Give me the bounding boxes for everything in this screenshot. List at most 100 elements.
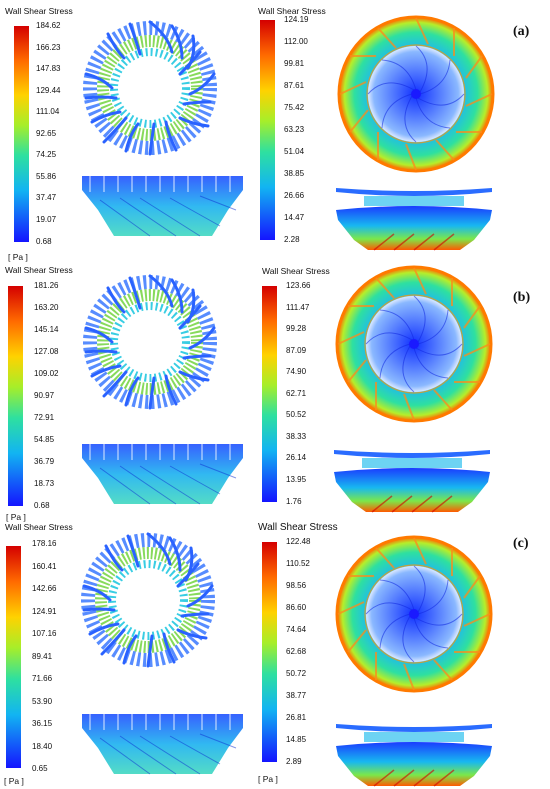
tick-label: 55.86 — [36, 172, 57, 181]
tick-label: 38.85 — [284, 169, 305, 178]
tick-label: 74.64 — [286, 625, 307, 634]
colorbar-left — [14, 26, 29, 242]
tick-label: 0.65 — [32, 764, 48, 773]
tick-label: 63.23 — [284, 125, 305, 134]
tick-label: 50.72 — [286, 669, 307, 678]
tick-label: 26.66 — [284, 191, 305, 200]
tick-label: 38.33 — [286, 432, 307, 441]
tick-label: 54.85 — [34, 435, 55, 444]
tick-label: 38.77 — [286, 691, 307, 700]
colorbar-left — [8, 286, 23, 506]
colorbar-title: Wall Shear Stress — [258, 6, 326, 16]
tick-label: 110.52 — [286, 559, 310, 568]
tick-label: 124.19 — [284, 15, 309, 24]
tick-label: 127.08 — [34, 347, 59, 356]
tick-label: 124.91 — [32, 607, 57, 616]
runner-side-view — [335, 723, 493, 787]
tick-label: 145.14 — [34, 325, 59, 334]
colorbar-title: Wall Shear Stress — [5, 265, 73, 275]
tick-label: 160.41 — [32, 562, 57, 571]
unit-label: [ Pa ] — [258, 774, 278, 784]
runner-side-view — [333, 449, 491, 513]
tick-label: 129.44 — [36, 86, 61, 95]
tick-label: 107.16 — [32, 629, 57, 638]
tick-label: 72.91 — [34, 413, 55, 422]
colorbar-title: Wall Shear Stress — [5, 6, 73, 16]
tick-label: 62.68 — [286, 647, 307, 656]
tick-label: 14.47 — [284, 213, 305, 222]
unit-label: [ Pa ] — [8, 252, 28, 262]
tick-label: 75.42 — [284, 103, 305, 112]
tick-label: 178.16 — [32, 539, 57, 548]
runner-top-view — [335, 535, 493, 693]
tick-label: 0.68 — [36, 237, 52, 246]
tick-label: 86.60 — [286, 603, 307, 612]
colorbar-title: Wall Shear Stress — [262, 266, 330, 276]
tick-label: 87.09 — [286, 346, 307, 355]
colorbar-left — [6, 546, 21, 768]
runner-side-view — [335, 187, 493, 251]
tick-label: 87.61 — [284, 81, 305, 90]
unit-label: [ Pa ] — [4, 776, 24, 786]
panel-c: Wall Shear Stress 178.16 160.41 142.66 1… — [0, 520, 550, 789]
tick-label: 142.66 — [32, 584, 57, 593]
tick-label: 184.62 — [36, 21, 61, 30]
tick-label: 26.14 — [286, 453, 307, 462]
tick-label: 99.28 — [286, 324, 307, 333]
impeller-top-view — [78, 530, 222, 674]
tick-label: 0.68 — [34, 501, 50, 510]
tick-label: 13.95 — [286, 475, 307, 484]
tick-label: 19.07 — [36, 215, 57, 224]
panel-label: (b) — [513, 290, 531, 305]
impeller-side-view — [81, 443, 244, 505]
tick-label: 14.85 — [286, 735, 307, 744]
tick-label: 111.47 — [286, 303, 310, 312]
tick-label: 92.65 — [36, 129, 57, 138]
tick-label: 36.79 — [34, 457, 55, 466]
tick-label: 74.25 — [36, 150, 57, 159]
tick-label: 98.56 — [286, 581, 307, 590]
tick-label: 90.97 — [34, 391, 55, 400]
tick-label: 18.73 — [34, 479, 55, 488]
tick-label: 18.40 — [32, 742, 53, 751]
unit-label: [ Pa ] — [6, 512, 26, 522]
tick-label: 50.52 — [286, 410, 307, 419]
panel-label: (a) — [513, 24, 530, 39]
tick-label: 99.81 — [284, 59, 305, 68]
colorbar-right — [262, 286, 277, 502]
tick-label: 51.04 — [284, 147, 305, 156]
tick-label: 1.76 — [286, 497, 302, 506]
tick-label: 71.66 — [32, 674, 53, 683]
tick-label: 111.04 — [36, 107, 60, 116]
tick-label: 2.28 — [284, 235, 300, 244]
impeller-side-view — [81, 713, 244, 775]
tick-label: 147.83 — [36, 64, 61, 73]
tick-label: 62.71 — [286, 389, 307, 398]
tick-label: 181.26 — [34, 281, 59, 290]
tick-label: 2.89 — [286, 757, 302, 766]
tick-label: 122.48 — [286, 537, 311, 546]
impeller-top-view — [80, 18, 220, 158]
tick-label: 36.15 — [32, 719, 53, 728]
tick-label: 74.90 — [286, 367, 307, 376]
colorbar-title: Wall Shear Stress — [258, 522, 338, 533]
panel-b: Wall Shear Stress 181.26 163.20 145.14 1… — [0, 262, 550, 522]
tick-label: 26.81 — [286, 713, 307, 722]
tick-label: 89.41 — [32, 652, 53, 661]
tick-label: 112.00 — [284, 37, 308, 46]
panel-label: (c) — [513, 536, 529, 551]
colorbar-right — [262, 542, 277, 762]
tick-label: 123.66 — [286, 281, 311, 290]
colorbar-title: Wall Shear Stress — [5, 522, 73, 532]
tick-label: 37.47 — [36, 193, 57, 202]
impeller-top-view — [80, 272, 220, 412]
colorbar-right — [260, 20, 275, 240]
tick-label: 53.90 — [32, 697, 53, 706]
impeller-side-view — [81, 175, 244, 237]
tick-label: 163.20 — [34, 303, 59, 312]
tick-label: 109.02 — [34, 369, 59, 378]
panel-a: Wall Shear Stress 184.62 166.23 147.83 1… — [0, 0, 550, 262]
runner-top-view — [335, 265, 493, 423]
runner-top-view — [337, 15, 495, 173]
tick-label: 166.23 — [36, 43, 61, 52]
